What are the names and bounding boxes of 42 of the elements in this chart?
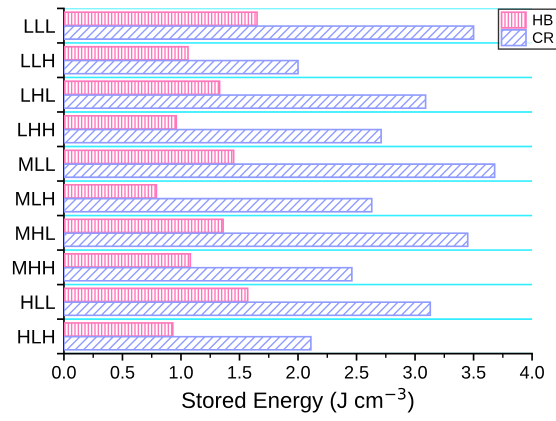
bar <box>64 288 249 302</box>
bar <box>64 94 426 110</box>
x-tick-label: 2.5 <box>344 366 368 379</box>
bar <box>64 198 373 213</box>
y-tick-label: MLH <box>16 192 54 206</box>
legend-label: HB <box>533 14 553 26</box>
y-tick-label: MLL <box>19 157 55 171</box>
x-axis-title: Stored Energy (J cm$^{−3}$) <box>182 388 414 412</box>
bar <box>64 25 474 40</box>
bar <box>64 218 224 234</box>
bar <box>64 301 432 316</box>
y-tick-label: HLH <box>18 330 54 344</box>
x-tick-label: 1.0 <box>170 366 193 379</box>
y-tick-label: LLH <box>22 54 54 68</box>
bar <box>64 253 192 268</box>
bar <box>64 128 382 144</box>
legend-label: CR <box>532 32 554 44</box>
x-tick-label: 3.5 <box>462 366 486 379</box>
bar <box>64 60 299 74</box>
bar <box>64 11 258 26</box>
y-tick-label: MHH <box>12 261 54 274</box>
bar <box>64 232 469 248</box>
y-tick-label: HLL <box>22 296 55 309</box>
x-tick-label: 0.0 <box>52 366 76 379</box>
x-tick-label: 4.0 <box>520 366 544 379</box>
bar <box>64 80 220 96</box>
y-tick-label: LHL <box>22 88 55 102</box>
bar <box>64 336 312 351</box>
bar <box>64 266 353 282</box>
bar <box>64 322 174 337</box>
y-tick-label: LLL <box>24 19 55 33</box>
bar <box>64 184 158 199</box>
y-tick-label: MHL <box>16 226 55 240</box>
x-tick-label: 3.0 <box>403 366 427 379</box>
bar <box>64 114 178 130</box>
x-tick-label: 0.5 <box>110 366 134 379</box>
bar <box>64 149 234 164</box>
bar <box>64 163 496 178</box>
bar <box>64 46 189 61</box>
x-tick-label: 1.5 <box>228 366 252 379</box>
x-tick-label: 2.0 <box>286 366 310 379</box>
y-tick-label: LHH <box>18 122 54 136</box>
